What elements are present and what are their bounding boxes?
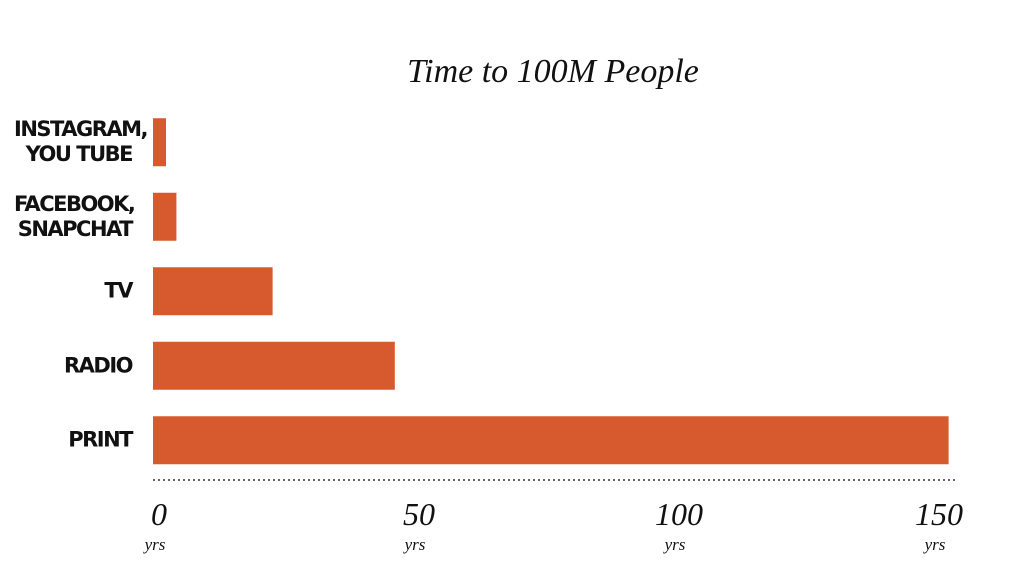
x-unit-label: yrs [923, 535, 946, 554]
bar [153, 416, 949, 465]
y-tick-label: PRINT [68, 427, 133, 452]
y-tick-label: INSTAGRAM, YOU TUBE [14, 117, 149, 167]
x-unit-label: yrs [143, 535, 166, 554]
y-tick-label: RADIO [63, 353, 134, 378]
x-unit-label: yrs [663, 535, 686, 554]
bar [153, 192, 177, 241]
bar [153, 118, 166, 167]
bar [153, 267, 273, 316]
x-tick-label: 0 [151, 496, 167, 532]
y-tick-label: FACEBOOK, SNAPCHAT [14, 191, 136, 241]
bar [153, 341, 395, 390]
x-unit-label: yrs [403, 535, 426, 554]
x-tick-label: 50 [403, 496, 435, 532]
y-tick-label: TV [104, 278, 133, 303]
x-tick-label: 100 [655, 496, 703, 532]
x-tick-label: 150 [915, 496, 963, 532]
chart-title: Time to 100M People [407, 53, 699, 90]
